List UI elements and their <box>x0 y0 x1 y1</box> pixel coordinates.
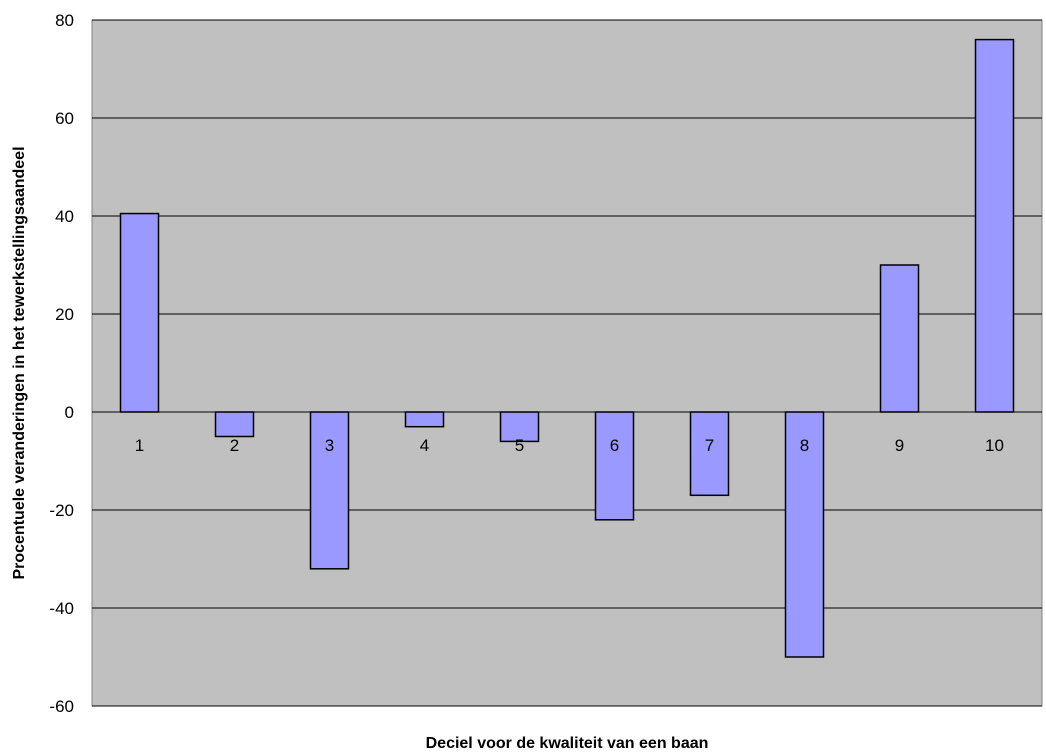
y-tick-label: 20 <box>55 305 74 324</box>
x-tick-label: 3 <box>325 436 334 455</box>
bar-7 <box>689 411 730 497</box>
bar-9 <box>879 264 920 413</box>
y-tick-label: 80 <box>55 11 74 30</box>
x-tick-label: 2 <box>230 436 239 455</box>
y-tick-label: -40 <box>49 599 74 618</box>
bars <box>119 38 1015 658</box>
bar-3 <box>309 411 350 570</box>
x-tick-labels: 1 2 3 4 5 6 7 8 9 10 <box>135 436 1004 455</box>
bar-10 <box>974 38 1015 413</box>
bar-1 <box>119 212 160 413</box>
bar-4 <box>404 411 445 428</box>
y-tick-labels: 80 60 40 20 0 -20 -40 -60 <box>49 11 74 716</box>
x-tick-label: 1 <box>135 436 144 455</box>
y-tick-label: 40 <box>55 207 74 226</box>
x-tick-label: 10 <box>985 436 1004 455</box>
y-tick-label: 0 <box>65 403 74 422</box>
bar-2 <box>214 411 255 438</box>
x-axis-title: Deciel voor de kwaliteit van een baan <box>426 735 709 752</box>
y-tick-label: -60 <box>49 697 74 716</box>
x-tick-label: 7 <box>705 436 714 455</box>
x-tick-label: 6 <box>610 436 619 455</box>
y-axis-title: Procentuele veranderingen in het tewerks… <box>11 146 28 579</box>
y-tick-label: -20 <box>49 501 74 520</box>
bar-8 <box>784 411 825 658</box>
y-tick-label: 60 <box>55 109 74 128</box>
x-tick-label: 5 <box>515 436 524 455</box>
x-tick-label: 8 <box>800 436 809 455</box>
bar-6 <box>594 411 635 521</box>
bar-5 <box>499 411 540 443</box>
x-tick-label: 9 <box>895 436 904 455</box>
x-tick-label: 4 <box>420 436 429 455</box>
